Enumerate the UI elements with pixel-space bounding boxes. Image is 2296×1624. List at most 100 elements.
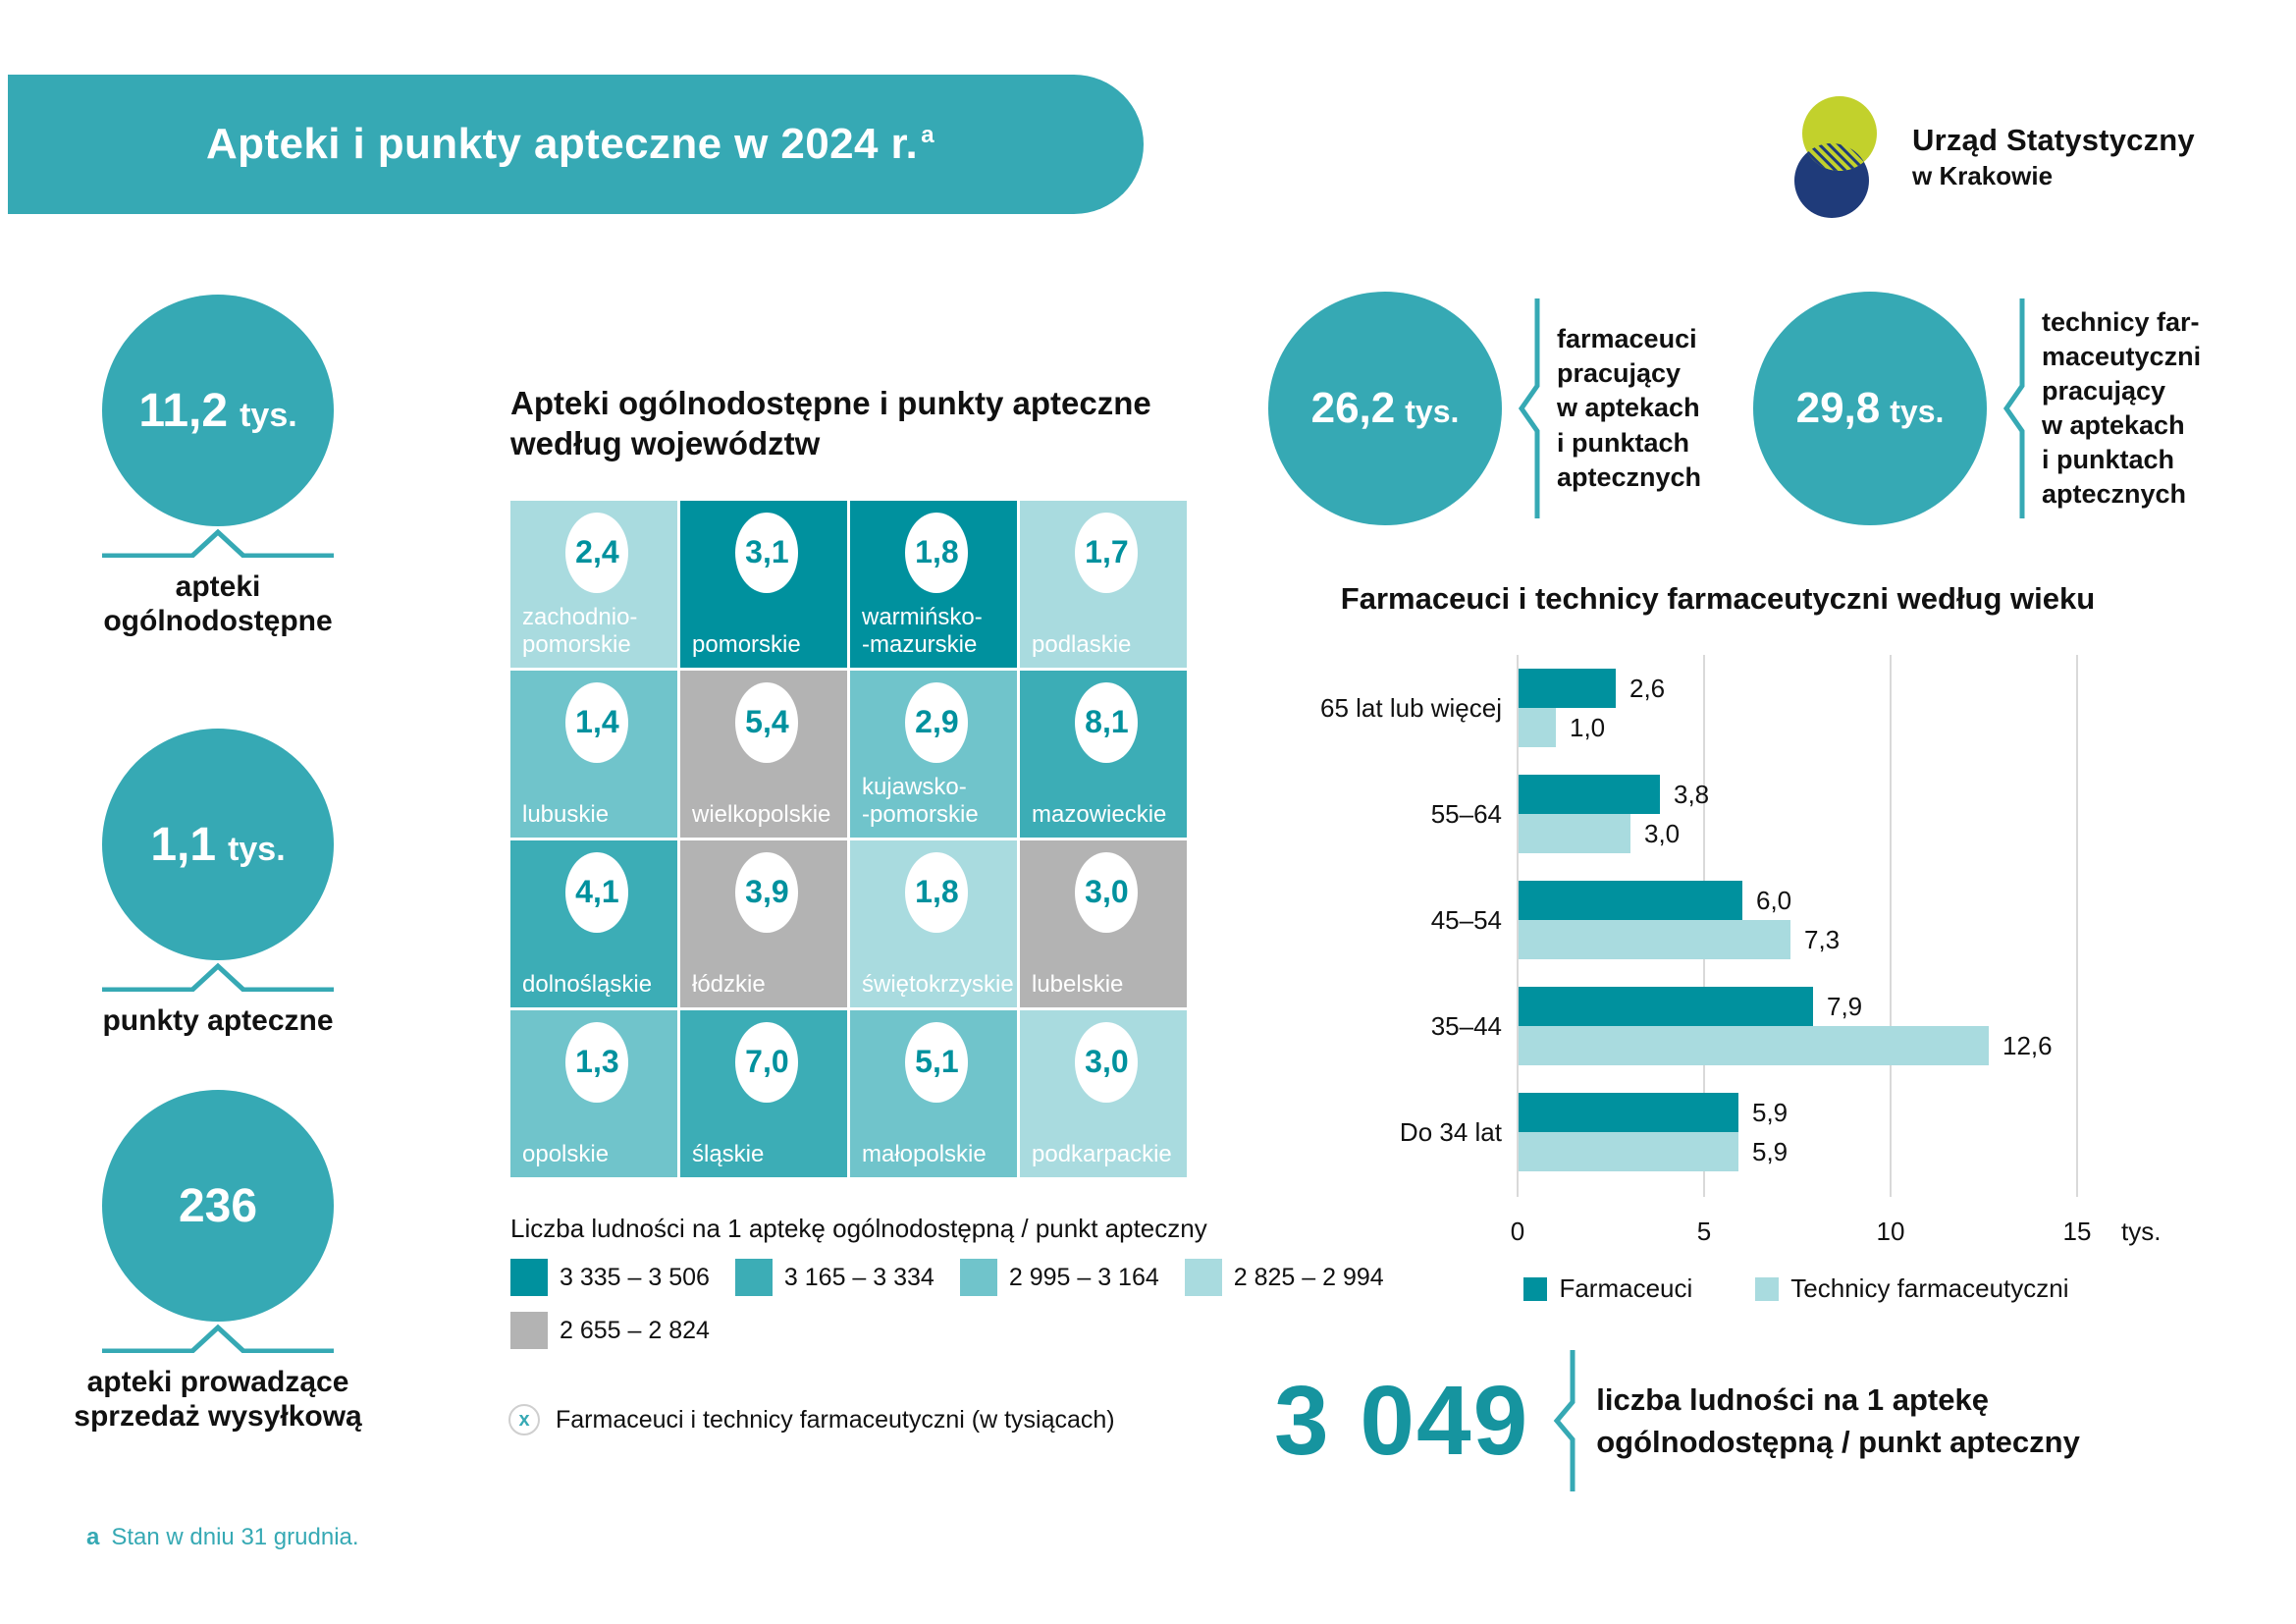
map-legend-row-2: 2 655 – 2 824 [510,1312,710,1349]
bar-value-label: 3,8 [1674,780,1710,809]
map-legend-item: 2 655 – 2 824 [510,1312,710,1349]
bar-value-label: 12,6 [2002,1031,2053,1060]
bar-technicy [1519,1132,1738,1171]
legend-range: 2 995 – 3 164 [1008,1263,1159,1291]
stat-apteki-sprzedaz-wysylkowa: 236 apteki prowadzące sprzedaż wysyłkową [41,1090,395,1435]
bar-farmaceuci [1519,775,1660,814]
tile-value-badge: 2,9 [905,681,969,763]
gridline-x-10 [1890,655,1892,1197]
page-title: Apteki i punkty apteczne w 2024 r. a [206,120,934,168]
stat-circle-punkty-apteczne: 1,1 tys. [102,729,334,960]
map-legend-item: 3 335 – 3 506 [510,1259,710,1296]
age-bar-chart: 0 5 10 15 tys. 65 lat lub więcej 2,6 1,0 55–64 3,… [1266,643,2189,1330]
tile-region-name: łódzkie [692,971,766,999]
map-tile-lubelskie: 3,0 lubelskie [1020,840,1187,1007]
stat-label: apteki prowadzące sprzedaż wysyłkową [74,1366,362,1434]
map-tile-kujawsko-pomorskie: 2,9 kujawsko- -pomorskie [850,671,1017,838]
tile-region-name: warmińsko- -mazurskie [862,604,983,659]
map-legend-item: 2 825 – 2 994 [1184,1259,1384,1296]
bar-technicy [1519,708,1556,747]
chart-legend-swatch [1755,1276,1780,1301]
legend-range: 3 165 – 3 334 [783,1263,934,1291]
tile-value-badge: 3,9 [735,851,799,933]
map-tile-podkarpackie: 3,0 podkarpackie [1020,1010,1187,1177]
logo-text: Urząd Statystyczny w Krakowie [1912,123,2195,191]
map-tile-podlaskie: 1,7 podlaskie [1020,501,1187,668]
voivodeship-tile-map: 2,4 zachodnio- pomorskie 3,1 pomorskie 1,8 wa… [510,501,1187,1177]
big-number-label: liczba ludności na 1 aptekę ogólnodostęp… [1596,1381,2080,1459]
map-tile-warminsko-mazurskie: 1,8 warmińsko- -mazurskie [850,501,1017,668]
stat-value: 236 [178,1179,258,1232]
bar-technicy [1519,1026,1989,1065]
tile-region-name: wielkopolskie [692,801,831,829]
chart-legend-item: Farmaceuci [1523,1273,1692,1304]
tile-region-name: świętokrzyskie [862,971,1014,999]
bar-farmaceuci [1519,669,1616,708]
map-tile-zachodniopomorskie: 2,4 zachodnio- pomorskie [510,501,677,668]
axis-tick-label: 5 [1696,1217,1712,1246]
tile-region-name: śląskie [692,1141,765,1168]
map-note: x Farmaceuci i technicy farmaceutyczni (… [508,1404,1115,1435]
tile-value-badge: 4,1 [565,851,629,933]
brace-up-icon [102,1324,334,1353]
map-legend-item: 3 165 – 3 334 [734,1259,934,1296]
tile-value-badge: 7,0 [735,1021,799,1103]
map-tile-pomorskie: 3,1 pomorskie [680,501,847,668]
brace-left-icon [1518,298,1540,518]
tile-region-name: lubuskie [522,801,610,829]
category-label: Do 34 lat [1399,1117,1502,1147]
stat-unit: tys. [228,830,286,868]
footnote-text: Stan w dniu 31 grudnia. [111,1524,359,1550]
bar-value-label: 3,0 [1644,819,1681,848]
tile-region-name: podkarpackie [1032,1141,1172,1168]
statistical-office-logo: Urząd Statystyczny w Krakowie [1775,92,2195,222]
stat-punkty-apteczne: 1,1 tys. punkty apteczne [41,729,395,1038]
legend-swatch [510,1259,548,1296]
bar-value-label: 7,9 [1827,992,1863,1021]
value-marker-icon: x [508,1404,540,1435]
map-legend-item: 2 995 – 3 164 [959,1259,1159,1296]
map-legend-row-1: 3 335 – 3 506 3 165 – 3 334 2 995 – 3 164 2… [510,1259,1384,1296]
big-number: 3 049 [1274,1365,1530,1476]
legend-swatch [1184,1259,1222,1296]
stat-label: punkty apteczne [102,1004,334,1037]
logo-mark-icon [1794,96,1877,218]
stat-value-wrap: 26,2 tys. [1311,384,1460,433]
map-tile-slaskie: 7,0 śląskie [680,1010,847,1177]
stat-circle-farmaceuci: 26,2 tys. [1268,292,1502,525]
map-legend-title: Liczba ludności na 1 aptekę ogólnodostęp… [510,1214,1207,1243]
stat-circle-technicy-farmaceutyczni: 29,8 tys. [1753,292,1987,525]
stat-apteki-ogolnodostepne: 11,2 tys. apteki ogólnodostępne [41,295,395,639]
stat-label: apteki ogólnodostępne [103,570,333,638]
title-banner: Apteki i punkty apteczne w 2024 r. a [8,75,1144,214]
tile-value-badge: 1,7 [1075,512,1139,593]
brace-up-icon [102,528,334,558]
stat-technicy-farmaceutyczni: 29,8 tys. technicy far- maceutyczni pracuj… [1753,292,2201,525]
bar-value-label: 1,0 [1570,713,1606,742]
bar-farmaceuci [1519,1093,1738,1132]
map-tile-malopolskie: 5,1 małopolskie [850,1010,1017,1177]
stat-value-wrap: 29,8 tys. [1796,384,1945,433]
bar-technicy [1519,814,1630,853]
category-label: 45–54 [1430,905,1502,935]
brace-left-icon [1553,1350,1575,1491]
map-note-text: Farmaceuci i technicy farmaceutyczni (w … [556,1405,1115,1434]
bar-farmaceuci [1519,987,1813,1026]
tile-value-badge: 3,1 [735,512,799,593]
stat-label: technicy far- maceutyczni pracujący w ap… [2042,306,2202,510]
chart-legend-swatch [1523,1276,1548,1301]
stat-value-wrap: 11,2 tys. [138,384,296,438]
stat-value-wrap: 236 [179,1179,257,1233]
stat-value: 11,2 [138,384,229,437]
tile-region-name: zachodnio- pomorskie [522,604,638,659]
tile-region-name: lubelskie [1032,971,1124,999]
tile-value-badge: 5,4 [735,681,799,763]
chart-legend-label: Technicy farmaceutyczni [1790,1273,2069,1303]
bar-value-label: 5,9 [1752,1098,1789,1127]
bar-value-label: 6,0 [1756,886,1792,915]
brace-up-icon [102,962,334,992]
bar-value-label: 2,6 [1629,674,1666,703]
map-tile-lubuskie: 1,4 lubuskie [510,671,677,838]
tile-value-badge: 8,1 [1075,681,1139,763]
chart-legend-item: Technicy farmaceutyczni [1755,1273,2069,1304]
